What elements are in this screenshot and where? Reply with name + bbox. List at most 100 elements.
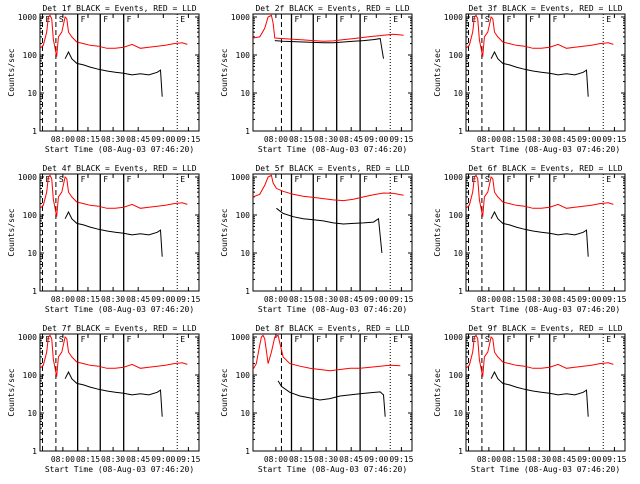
plot-frame (465, 13, 626, 132)
x-tick-label: 08:45 (339, 455, 363, 464)
plot-frame (39, 13, 200, 132)
event-marker-label: F (81, 175, 86, 184)
y-tick-label: 100 (449, 211, 464, 220)
y-tick-label: 10 (27, 249, 37, 258)
x-axis-label: Start Time (08-Aug-03 07:46:20) (45, 145, 194, 154)
x-tick-label: 09:15 (389, 295, 413, 304)
y-tick-label: 1000 (18, 13, 37, 22)
x-tick-label: 08:15 (502, 135, 526, 144)
x-tick-label: 08:00 (477, 455, 501, 464)
y-tick-label: 100 (236, 371, 251, 380)
plot-frame (465, 173, 626, 292)
series-events-black (490, 50, 589, 97)
event-marker-label: F (363, 15, 368, 24)
x-tick-label: 08:00 (477, 135, 501, 144)
event-marker-label: F (316, 15, 321, 24)
y-tick-label: 1 (32, 287, 37, 296)
event-marker-label: F (103, 175, 108, 184)
x-tick-label: 09:15 (176, 295, 200, 304)
y-axis-label: Counts/sec (7, 48, 16, 96)
x-tick-label: 09:15 (176, 455, 200, 464)
panel-det-5: 1 10 100 1000 08:00 08:15 08:30 08:45 09:00 09:15… (220, 164, 414, 314)
x-tick-label: 08:30 (527, 455, 551, 464)
y-tick-label: 1000 (231, 13, 250, 22)
y-tick-label: 10 (453, 409, 463, 418)
event-marker-label: E (180, 335, 185, 344)
x-tick-label: 08:30 (314, 295, 338, 304)
series-events-black (274, 38, 384, 59)
event-marker-label: F (81, 335, 86, 344)
y-tick-label: 1 (458, 127, 463, 136)
event-marker-label: F (507, 15, 512, 24)
event-marker-label: F (294, 15, 299, 24)
plot-frame (39, 173, 200, 292)
series-events-black (64, 370, 163, 417)
x-tick-label: 08:30 (101, 135, 125, 144)
series-events-black (64, 210, 163, 257)
series-lld-red (252, 334, 401, 372)
panel-det-9: 1 10 100 1000 08:00 08:15 08:30 08:45 09:00 09:15… (433, 324, 627, 474)
y-tick-label: 1000 (444, 13, 463, 22)
x-tick-label: 09:15 (602, 135, 626, 144)
y-axis-label: Counts/sec (220, 368, 229, 416)
x-tick-label: 08:30 (101, 295, 125, 304)
plot-frame (252, 173, 413, 292)
event-marker-label: S (59, 335, 64, 344)
x-tick-label: 08:15 (502, 295, 526, 304)
x-tick-label: 08:15 (502, 455, 526, 464)
event-marker-label: E (606, 15, 611, 24)
x-tick-label: 08:45 (339, 135, 363, 144)
y-tick-label: 1 (245, 447, 250, 456)
series-events-black (490, 370, 589, 417)
panel-det-3: 1 10 100 1000 08:00 08:15 08:30 08:45 09:00 09:15… (433, 4, 627, 154)
series-lld-red (465, 14, 614, 57)
x-tick-label: 09:00 (364, 455, 388, 464)
y-tick-label: 10 (453, 249, 463, 258)
panel-title: Det 2f BLACK = Events, RED = LLD (255, 4, 409, 13)
x-tick-label: 09:00 (364, 135, 388, 144)
x-tick-label: 09:00 (151, 295, 175, 304)
event-marker-label: F (507, 175, 512, 184)
x-tick-label: 09:00 (364, 295, 388, 304)
event-marker-label: S (485, 175, 490, 184)
x-tick-label: 09:15 (389, 135, 413, 144)
y-tick-label: 1000 (444, 173, 463, 182)
x-axis-label: Start Time (08-Aug-03 07:46:20) (471, 305, 620, 314)
series-events-black (490, 210, 589, 257)
x-tick-label: 08:00 (51, 295, 75, 304)
x-tick-label: 08:00 (51, 455, 75, 464)
x-tick-label: 08:45 (552, 135, 576, 144)
event-marker-label: F (294, 175, 299, 184)
y-axis-label: Counts/sec (433, 208, 442, 256)
x-tick-label: 09:15 (389, 455, 413, 464)
x-tick-label: 08:15 (76, 295, 100, 304)
event-marker-label: F (127, 15, 132, 24)
panel-det-2: 1 10 100 1000 08:00 08:15 08:30 08:45 09:00 09:15… (220, 4, 414, 154)
event-marker-label: F (340, 15, 345, 24)
y-axis-label: Counts/sec (7, 368, 16, 416)
y-tick-label: 100 (23, 371, 38, 380)
x-tick-label: 08:15 (289, 295, 313, 304)
event-marker-label: F (340, 335, 345, 344)
x-tick-label: 09:00 (151, 455, 175, 464)
event-marker-label: F (363, 175, 368, 184)
x-tick-label: 08:45 (552, 295, 576, 304)
y-tick-label: 1 (32, 447, 37, 456)
plot-frame (465, 333, 626, 452)
series-events-black (64, 50, 163, 97)
x-tick-label: 08:00 (264, 295, 288, 304)
y-axis-label: Counts/sec (7, 208, 16, 256)
x-axis-label: Start Time (08-Aug-03 07:46:20) (258, 465, 407, 474)
series-lld-red (252, 174, 404, 202)
panel-title: Det 3f BLACK = Events, RED = LLD (468, 4, 622, 13)
y-tick-label: 1 (458, 287, 463, 296)
y-tick-label: 100 (23, 211, 38, 220)
x-tick-label: 08:15 (289, 455, 313, 464)
x-tick-label: 08:00 (264, 455, 288, 464)
x-axis-label: Start Time (08-Aug-03 07:46:20) (45, 465, 194, 474)
event-marker-label: F (529, 335, 534, 344)
panel-title: Det 9f BLACK = Events, RED = LLD (468, 324, 622, 333)
event-marker-label: F (316, 175, 321, 184)
event-marker-label: F (103, 15, 108, 24)
x-tick-label: 08:30 (314, 455, 338, 464)
